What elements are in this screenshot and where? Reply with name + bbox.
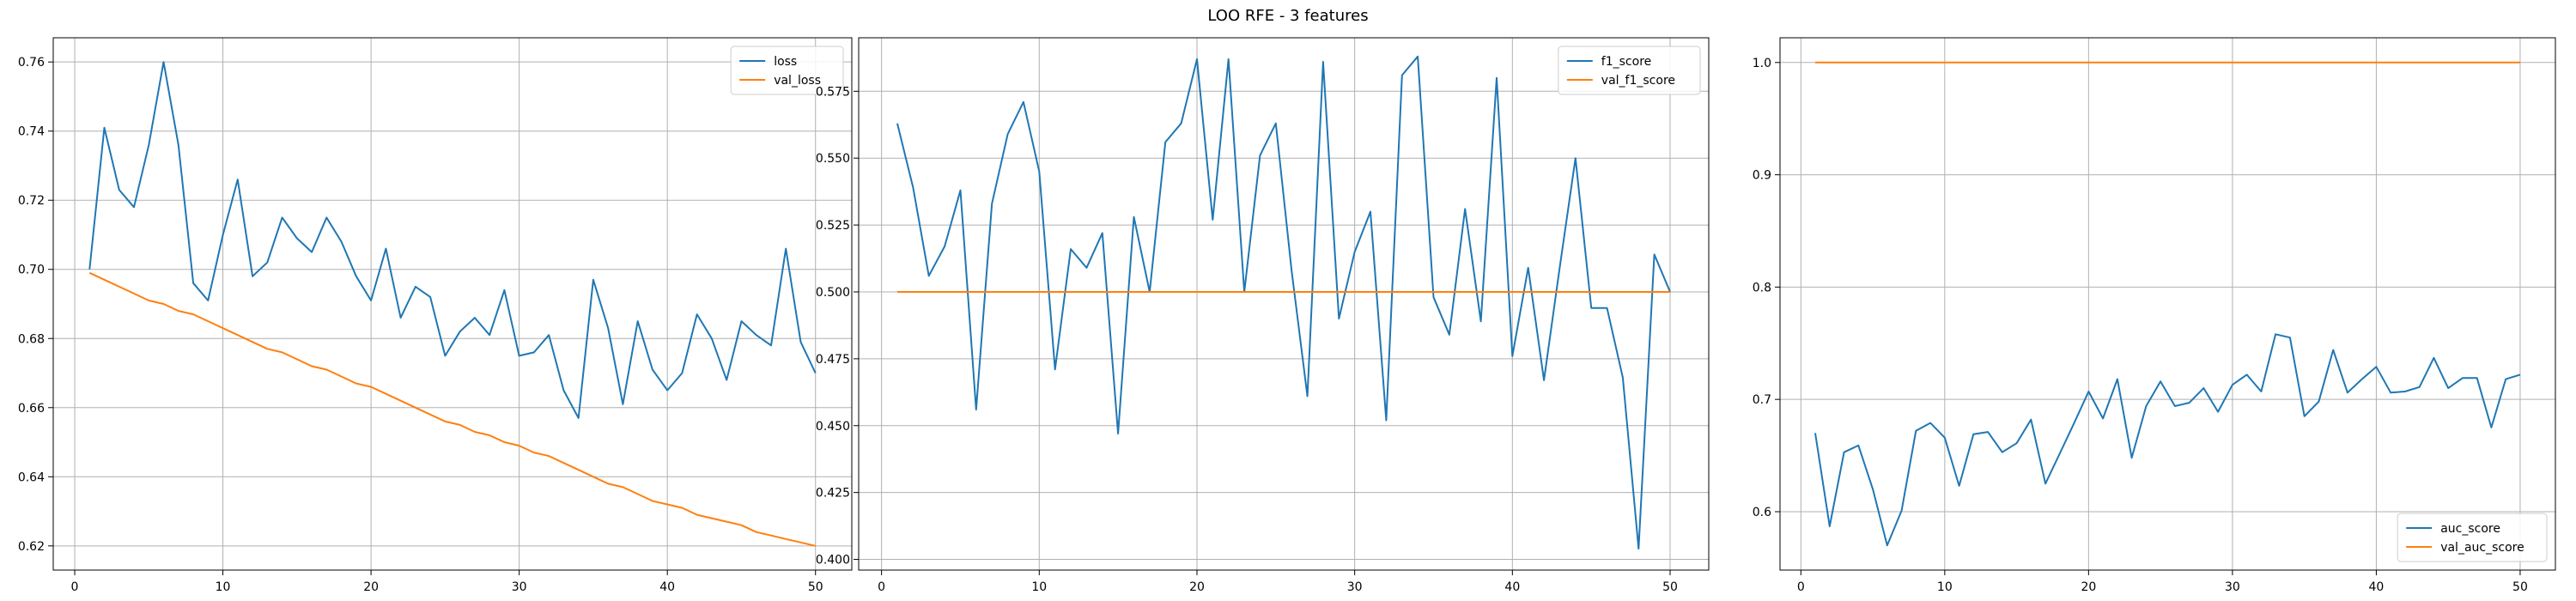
legend-label-f1_score: f1_score <box>1601 55 1651 69</box>
y-tick-label: 0.62 <box>18 540 45 554</box>
y-tick-label: 0.76 <box>18 56 45 70</box>
legend-box <box>1558 46 1701 95</box>
x-tick-label: 30 <box>512 580 527 594</box>
y-tick-label: 0.550 <box>816 152 850 166</box>
series-line-loss <box>88 61 817 419</box>
x-tick-label: 40 <box>659 580 675 594</box>
legend: auc_score val_auc_score <box>2397 513 2548 562</box>
y-tick-label: 0.70 <box>18 264 45 277</box>
x-tick-label: 20 <box>1189 580 1205 594</box>
x-tick-label: 10 <box>1031 580 1047 594</box>
axes-frame <box>858 37 1710 571</box>
legend-label-auc_score: auc_score <box>2440 522 2500 536</box>
y-tick-label: 0.7 <box>1753 393 1771 407</box>
x-tick-label: 50 <box>1662 580 1678 594</box>
axes-frame <box>1779 37 2556 571</box>
axes-frame <box>52 37 853 571</box>
y-tick-label: 0.8 <box>1753 281 1771 294</box>
y-tick-label: 0.425 <box>816 487 850 501</box>
legend-label-val_f1_score: val_f1_score <box>1601 74 1675 88</box>
y-tick-label: 0.6 <box>1753 506 1771 519</box>
x-tick-label: 0 <box>878 580 885 594</box>
legend-label-val_loss: val_loss <box>774 74 821 88</box>
series-line-auc_score <box>1814 333 2521 547</box>
x-tick-label: 50 <box>2512 580 2528 594</box>
x-tick-label: 30 <box>2225 580 2240 594</box>
y-tick-label: 0.450 <box>816 420 850 434</box>
series-line-f1_score <box>896 55 1671 550</box>
x-tick-label: 40 <box>1504 580 1520 594</box>
series-line-val_loss <box>88 271 816 547</box>
y-tick-label: 0.500 <box>816 286 850 300</box>
x-tick-label: 10 <box>216 580 231 594</box>
f1-score-subplot: 0 10 20 30 40 50 0.400 0.425 0.450 0.475 0.500 0.52… <box>816 37 1710 594</box>
legend-box <box>730 46 844 95</box>
x-tick-label: 20 <box>2081 580 2096 594</box>
x-tick-label: 50 <box>808 580 823 594</box>
loss-subplot: 0 10 20 30 40 50 0.62 0.64 0.66 0.68 0.70 0.72 0.74 0… <box>18 37 853 594</box>
y-tick-label: 0.9 <box>1753 169 1771 183</box>
figure-title: LOO RFE - 3 features <box>1207 7 1369 25</box>
y-tick-label: 1.0 <box>1753 57 1771 70</box>
y-tick-label: 0.72 <box>18 194 45 208</box>
y-tick-label: 0.74 <box>18 125 45 139</box>
y-tick-label: 0.400 <box>816 554 850 568</box>
y-tick-label: 0.68 <box>18 332 45 346</box>
y-tick-label: 0.66 <box>18 402 45 416</box>
legend-label-loss: loss <box>774 55 797 69</box>
legend: f1_score val_f1_score <box>1558 46 1701 95</box>
y-tick-label: 0.575 <box>816 85 850 99</box>
x-tick-label: 0 <box>1797 580 1805 594</box>
legend-box <box>2397 513 2548 562</box>
auc-score-subplot: 0 10 20 30 40 50 0.6 0.7 0.8 0.9 1.0 auc_score val_a… <box>1753 37 2556 594</box>
y-tick-label: 0.64 <box>18 470 45 484</box>
x-tick-label: 20 <box>363 580 379 594</box>
y-tick-label: 0.475 <box>816 353 850 367</box>
x-tick-label: 0 <box>71 580 79 594</box>
legend-label-val_auc_score: val_auc_score <box>2440 541 2524 555</box>
x-tick-label: 40 <box>2369 580 2385 594</box>
legend: loss val_loss <box>730 46 844 95</box>
x-tick-label: 30 <box>1347 580 1363 594</box>
y-tick-label: 0.525 <box>816 219 850 233</box>
x-tick-label: 10 <box>1937 580 1953 594</box>
